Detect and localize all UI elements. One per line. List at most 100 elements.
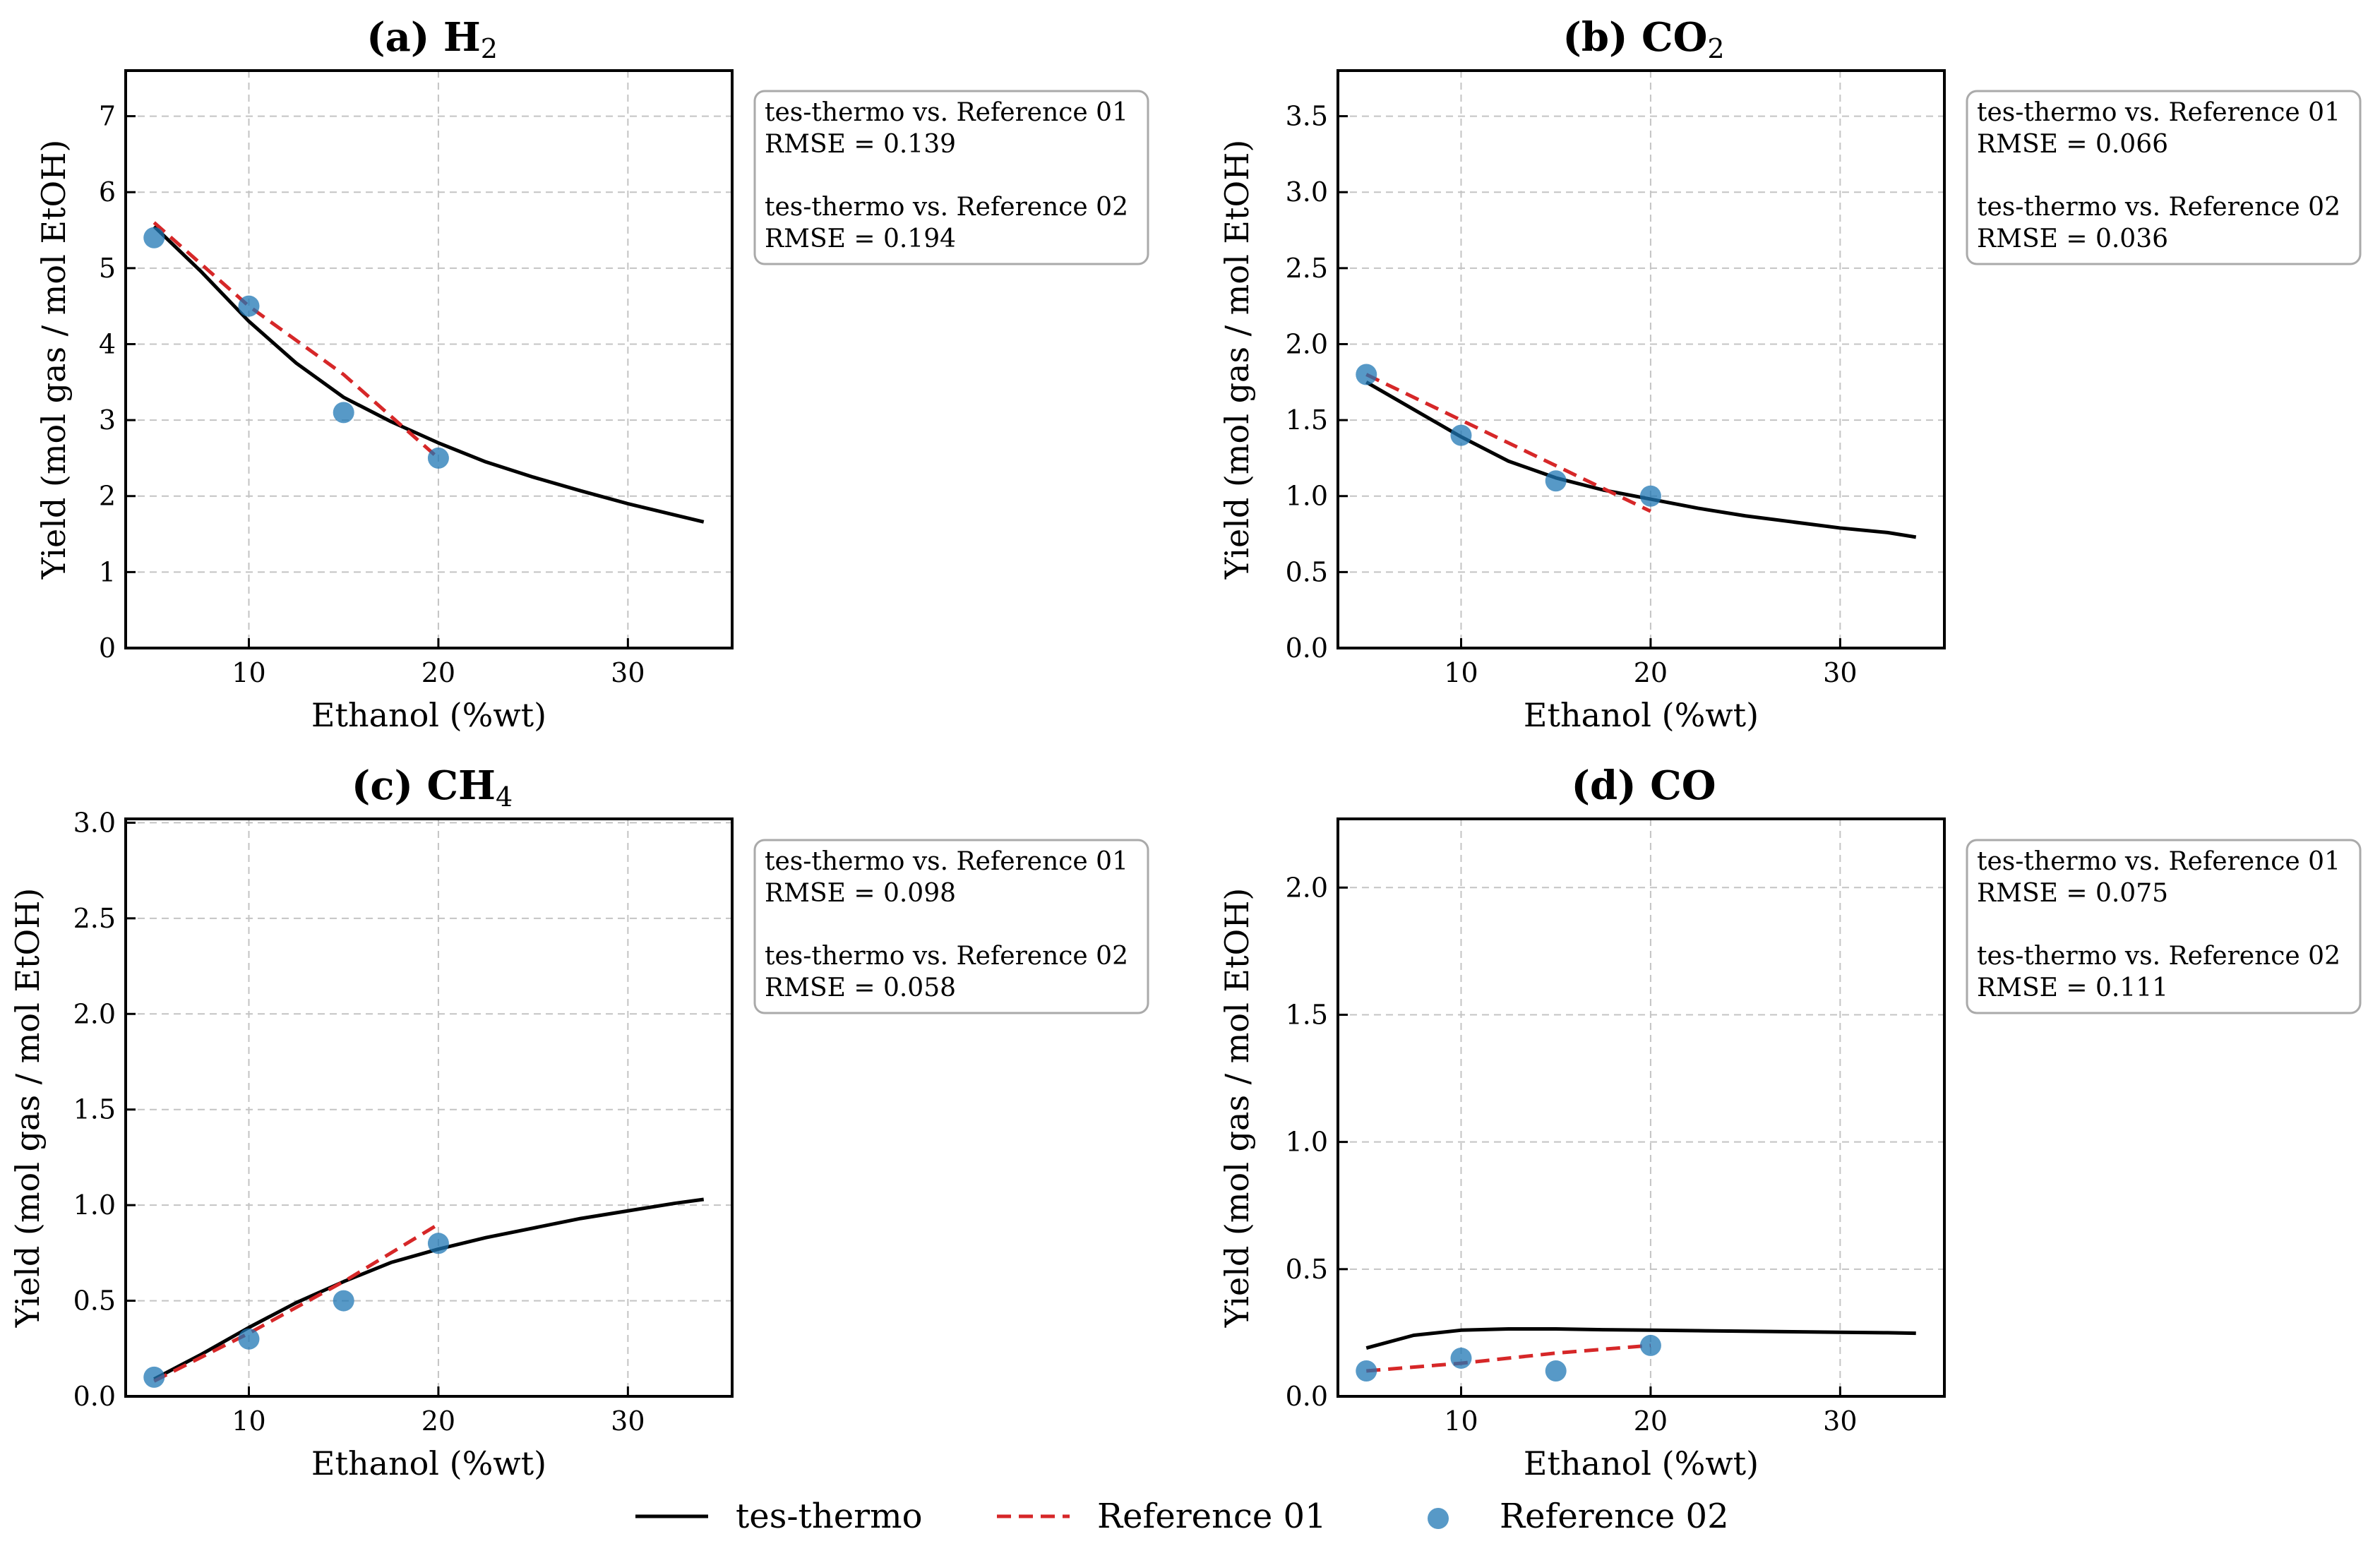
plot-area — [1365, 1327, 1916, 1373]
x-tick-label: 30 — [1823, 657, 1857, 688]
rmse-annotation-line: tes-thermo vs. Reference 02 — [1977, 193, 2340, 222]
data-point-reference-02 — [1545, 1360, 1567, 1382]
series-line-reference-01 — [153, 1223, 440, 1383]
x-tick-label: 30 — [611, 1406, 645, 1437]
data-point-reference-02 — [1450, 1347, 1472, 1369]
rmse-annotation-line: RMSE = 0.036 — [1977, 224, 2168, 253]
rmse-annotation-line: tes-thermo vs. Reference 01 — [765, 98, 1128, 127]
y-tick-label: 6 — [99, 176, 116, 208]
x-tick-label: 30 — [1823, 1406, 1857, 1437]
rmse-annotation-line: RMSE = 0.066 — [1977, 130, 2168, 159]
plot-area — [153, 221, 705, 524]
y-tick-label: 7 — [99, 101, 116, 132]
data-point-reference-02 — [143, 1366, 165, 1388]
chart-title: (d) CO — [1572, 762, 1716, 809]
axes-frame — [124, 69, 734, 649]
rmse-annotation-box — [1966, 839, 2362, 1014]
chart-title: (c) CH4 — [352, 762, 513, 813]
y-tick-label: 2.5 — [73, 903, 116, 934]
data-point-reference-02 — [1450, 424, 1472, 446]
rmse-annotation-box — [753, 839, 1149, 1014]
plot-area — [1365, 373, 1917, 539]
axes-frame — [1336, 69, 1946, 649]
y-tick-label: 1.5 — [1286, 999, 1328, 1030]
legend-label-reference-02: Reference 02 — [1500, 1497, 1729, 1536]
data-point-reference-02 — [333, 402, 354, 424]
x-axis-label: Ethanol (%wt) — [311, 1444, 546, 1482]
chart-panel-4: 10 20 30 0.0 0.5 1.0 1.5 2.0 (d) CO Ethanol (%wt)… — [1218, 762, 2362, 1482]
y-tick-label: 2.0 — [73, 998, 116, 1029]
y-axis-label: Yield (mol gas / mol EtOH) — [8, 888, 47, 1329]
data-point-reference-02 — [1545, 470, 1567, 492]
rmse-annotation-line: tes-thermo vs. Reference 02 — [765, 193, 1128, 222]
y-tick-label: 0.0 — [1286, 1381, 1328, 1412]
x-tick-label: 10 — [232, 657, 265, 688]
rmse-annotation-line: RMSE = 0.098 — [765, 879, 956, 908]
x-tick-label: 10 — [1444, 1406, 1478, 1437]
y-tick-label: 2.0 — [1286, 328, 1328, 359]
y-tick-label: 1 — [99, 556, 116, 587]
y-tick-label: 4 — [99, 328, 116, 359]
x-tick-label: 10 — [1444, 657, 1478, 688]
series-line-tes-thermo — [1365, 380, 1917, 539]
y-axis-label: Yield (mol gas / mol EtOH) — [1218, 140, 1256, 580]
y-tick-label: 3.0 — [1286, 176, 1328, 208]
x-tick-label: 10 — [232, 1406, 265, 1437]
y-tick-label: 1.0 — [1286, 481, 1328, 512]
series-line-reference-01 — [1366, 1343, 1651, 1373]
series-line-reference-01 — [1365, 373, 1652, 513]
data-point-reference-02 — [1356, 1360, 1377, 1382]
chart-panel-1: 10 20 30 0 1 2 3 4 5 6 7 (a) H2 Ethanol (%wt) Yield (… — [35, 14, 1149, 734]
data-point-reference-02 — [1356, 364, 1377, 385]
x-tick-label: 20 — [1634, 1406, 1668, 1437]
rmse-annotation-line: RMSE = 0.075 — [1977, 879, 2168, 908]
y-tick-label: 1.0 — [1286, 1127, 1328, 1158]
series-line-tes-thermo — [153, 1197, 705, 1381]
data-point-reference-02 — [427, 447, 449, 469]
y-tick-label: 0.0 — [1286, 633, 1328, 664]
axes-frame — [1336, 817, 1946, 1398]
legend: tes-thermo Reference 01 Reference 02 — [635, 1497, 1729, 1536]
chart-panel-3: 10 20 30 0.0 0.5 1.0 1.5 2.0 2.5 3.0 (c) CH4 Ethano… — [8, 762, 1149, 1482]
y-axis-label: Yield (mol gas / mol EtOH) — [35, 140, 73, 580]
rmse-annotation-line: RMSE = 0.194 — [765, 224, 956, 253]
y-tick-label: 2.5 — [1286, 253, 1328, 284]
data-point-reference-02 — [143, 227, 165, 248]
series-line-tes-thermo — [1365, 1327, 1916, 1350]
data-point-reference-02 — [238, 295, 260, 317]
data-point-reference-02 — [1639, 1334, 1661, 1356]
y-tick-label: 1.5 — [73, 1094, 116, 1125]
rmse-annotation-box — [1966, 90, 2362, 265]
chart-panel-2: 10 20 30 0.0 0.5 1.0 1.5 2.0 2.5 3.0 3.5 (b) CO2 Eth… — [1218, 14, 2362, 734]
chart-title: (a) H2 — [366, 14, 498, 64]
y-tick-label: 5 — [99, 253, 116, 284]
rmse-annotation-line: RMSE = 0.139 — [765, 130, 956, 159]
y-tick-label: 3 — [99, 405, 116, 436]
y-tick-label: 0.0 — [73, 1381, 116, 1412]
rmse-annotation-line: tes-thermo vs. Reference 01 — [1977, 98, 2340, 127]
rmse-annotation-box — [753, 90, 1149, 265]
legend-label-tes-thermo: tes-thermo — [736, 1497, 923, 1536]
x-tick-label: 20 — [1634, 657, 1668, 688]
x-axis-label: Ethanol (%wt) — [1524, 1444, 1759, 1482]
y-tick-label: 1.5 — [1286, 405, 1328, 436]
y-tick-label: 0 — [99, 633, 116, 664]
rmse-annotation-line: RMSE = 0.058 — [765, 973, 956, 1002]
chart-title: (b) CO2 — [1562, 14, 1724, 64]
y-tick-label: 3.0 — [73, 807, 116, 838]
x-axis-label: Ethanol (%wt) — [1524, 696, 1759, 734]
y-tick-label: 0.5 — [1286, 556, 1328, 587]
rmse-annotation-line: tes-thermo vs. Reference 01 — [1977, 847, 2340, 876]
y-tick-label: 0.5 — [1286, 1254, 1328, 1285]
rmse-annotation-line: tes-thermo vs. Reference 01 — [765, 847, 1128, 876]
legend-label-reference-01: Reference 01 — [1097, 1497, 1327, 1536]
panels: 10 20 30 0 1 2 3 4 5 6 7 (a) H2 Ethanol (%wt) Yield (… — [8, 14, 2362, 1482]
axes-frame — [124, 817, 734, 1398]
y-tick-label: 3.5 — [1286, 101, 1328, 132]
series-line-tes-thermo — [153, 224, 705, 524]
rmse-annotation-line: tes-thermo vs. Reference 02 — [765, 942, 1128, 971]
data-point-reference-02 — [427, 1233, 449, 1254]
y-tick-label: 1.0 — [73, 1190, 116, 1221]
rmse-annotation-line: tes-thermo vs. Reference 02 — [1977, 942, 2340, 971]
